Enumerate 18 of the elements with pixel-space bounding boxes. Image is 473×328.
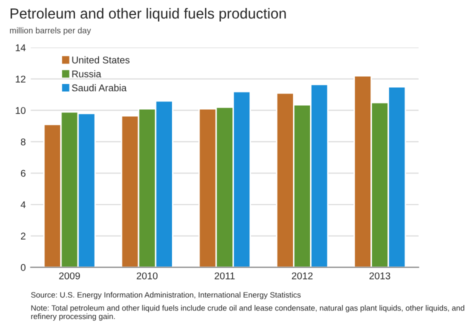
y-tick-label: 6 [20, 170, 26, 177]
x-tick-label: 2012 [292, 272, 313, 280]
legend-label: United States [72, 56, 130, 64]
x-tick-label: 2010 [136, 272, 158, 280]
chart-subtitle: million barrels per day [10, 27, 91, 36]
y-tick-label: 12 [16, 76, 26, 82]
x-tick-label: 2009 [59, 272, 80, 280]
y-tick-label: 2 [20, 232, 26, 240]
chart-title: Petroleum and other liquid fuels production [10, 8, 286, 22]
y-tick-label: 0 [20, 264, 26, 271]
y-tick-label: 4 [20, 201, 26, 208]
legend-label: Russia [72, 70, 102, 78]
x-tick-label: 2013 [369, 272, 390, 280]
y-tick-label: 10 [16, 107, 26, 114]
x-tick-label: 2011 [214, 272, 235, 280]
legend-label: Saudi Arabia [72, 84, 127, 92]
y-tick-label: 14 [16, 44, 26, 52]
y-tick-label: 8 [20, 138, 26, 146]
